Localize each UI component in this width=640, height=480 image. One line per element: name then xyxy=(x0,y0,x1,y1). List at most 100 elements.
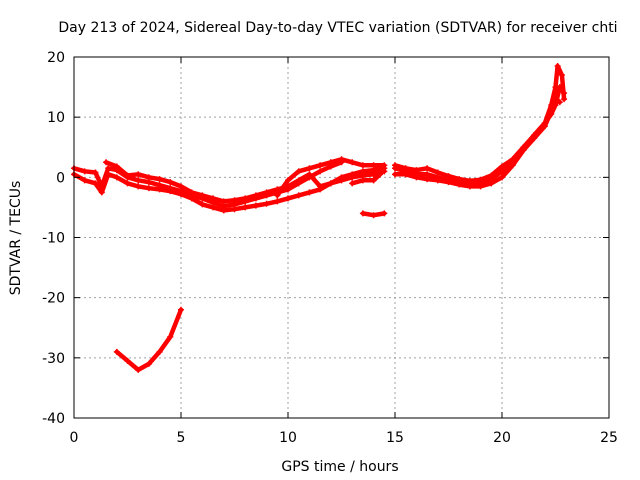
data-point xyxy=(531,135,538,142)
y-tick-label: 0 xyxy=(56,170,65,186)
data-point xyxy=(548,108,555,115)
data-point xyxy=(105,171,112,178)
data-point xyxy=(402,168,409,175)
data-point xyxy=(370,177,377,184)
data-point xyxy=(274,192,281,199)
series-layer xyxy=(71,63,568,373)
data-point xyxy=(317,168,324,175)
y-tick-label: 10 xyxy=(47,110,65,126)
data-point xyxy=(424,171,431,178)
data-point xyxy=(135,177,142,184)
data-point xyxy=(556,84,563,91)
data-point xyxy=(178,183,184,190)
data-point xyxy=(92,169,99,176)
data-point xyxy=(349,159,356,166)
data-point xyxy=(381,162,388,169)
data-point xyxy=(499,174,505,181)
data-point xyxy=(306,189,313,196)
data-point xyxy=(242,195,249,202)
data-point xyxy=(135,171,142,178)
data-point xyxy=(359,162,366,169)
data-point xyxy=(167,333,174,340)
data-point xyxy=(103,159,110,166)
data-point xyxy=(520,147,527,154)
data-point xyxy=(349,174,356,181)
chart-title: Day 213 of 2024, Sidereal Day-to-day VTE… xyxy=(58,20,617,36)
grid-layer xyxy=(74,57,609,418)
data-point xyxy=(370,171,377,178)
data-point xyxy=(220,207,227,214)
data-point xyxy=(156,176,163,183)
data-point xyxy=(220,198,227,205)
data-point xyxy=(456,179,463,186)
data-point xyxy=(188,195,195,202)
data-point xyxy=(242,204,249,211)
data-point xyxy=(124,180,131,187)
data-point xyxy=(135,366,142,373)
x-tick-label: 0 xyxy=(70,430,79,446)
data-point xyxy=(370,162,377,169)
series-track-e xyxy=(392,63,568,184)
data-point xyxy=(188,189,195,196)
data-point xyxy=(156,186,163,193)
data-point xyxy=(92,180,99,187)
data-point xyxy=(105,165,112,172)
data-point xyxy=(210,204,217,211)
data-point xyxy=(327,159,334,166)
series-line xyxy=(392,63,567,184)
data-point xyxy=(178,306,184,313)
data-point xyxy=(113,348,120,355)
data-point xyxy=(167,188,174,195)
data-point xyxy=(306,165,313,172)
data-point xyxy=(381,210,388,217)
y-tick-label: -20 xyxy=(42,291,65,307)
data-point xyxy=(295,192,302,199)
data-point xyxy=(263,189,270,196)
x-tick-label: 20 xyxy=(493,430,511,446)
data-point xyxy=(145,185,152,192)
series-track-g xyxy=(392,96,563,187)
data-point xyxy=(295,168,302,175)
data-point xyxy=(377,171,384,178)
data-point xyxy=(252,202,259,209)
data-point xyxy=(554,63,561,70)
data-point xyxy=(81,168,88,175)
data-point xyxy=(327,180,334,187)
data-point xyxy=(552,96,559,103)
data-point xyxy=(349,180,356,187)
data-point xyxy=(561,90,568,97)
data-point xyxy=(285,177,291,184)
data-point xyxy=(252,192,259,199)
series-track-i xyxy=(113,306,184,373)
data-point xyxy=(135,183,142,190)
data-point xyxy=(317,162,324,169)
data-point xyxy=(124,172,131,179)
data-point xyxy=(210,195,217,202)
x-tick-label: 5 xyxy=(177,430,186,446)
x-tick-label: 25 xyxy=(600,430,618,446)
data-point xyxy=(113,163,120,170)
y-axis-label: SDTVAR / TECUs xyxy=(8,181,24,296)
data-point xyxy=(145,360,152,367)
data-point xyxy=(231,206,238,213)
data-point xyxy=(434,174,441,181)
data-point xyxy=(556,99,563,106)
y-tick-label: -40 xyxy=(42,411,65,427)
y-tick-label: -30 xyxy=(42,351,65,367)
data-point xyxy=(199,201,206,208)
x-axis-label: GPS time / hours xyxy=(281,459,398,475)
x-tick-label: 15 xyxy=(386,430,404,446)
data-point xyxy=(338,156,345,163)
data-point xyxy=(231,197,238,204)
y-tick-label: -10 xyxy=(42,231,65,247)
data-point xyxy=(359,210,366,217)
data-point xyxy=(317,183,324,190)
data-point xyxy=(488,176,495,183)
x-tick-label: 10 xyxy=(279,430,297,446)
data-point xyxy=(509,159,516,166)
ticks-layer: 0 5 10 15 20 25 -40 -30 -20 -10 0 10 20 xyxy=(42,50,618,446)
data-point xyxy=(561,96,568,103)
data-point xyxy=(392,171,398,178)
data-point xyxy=(445,177,452,184)
